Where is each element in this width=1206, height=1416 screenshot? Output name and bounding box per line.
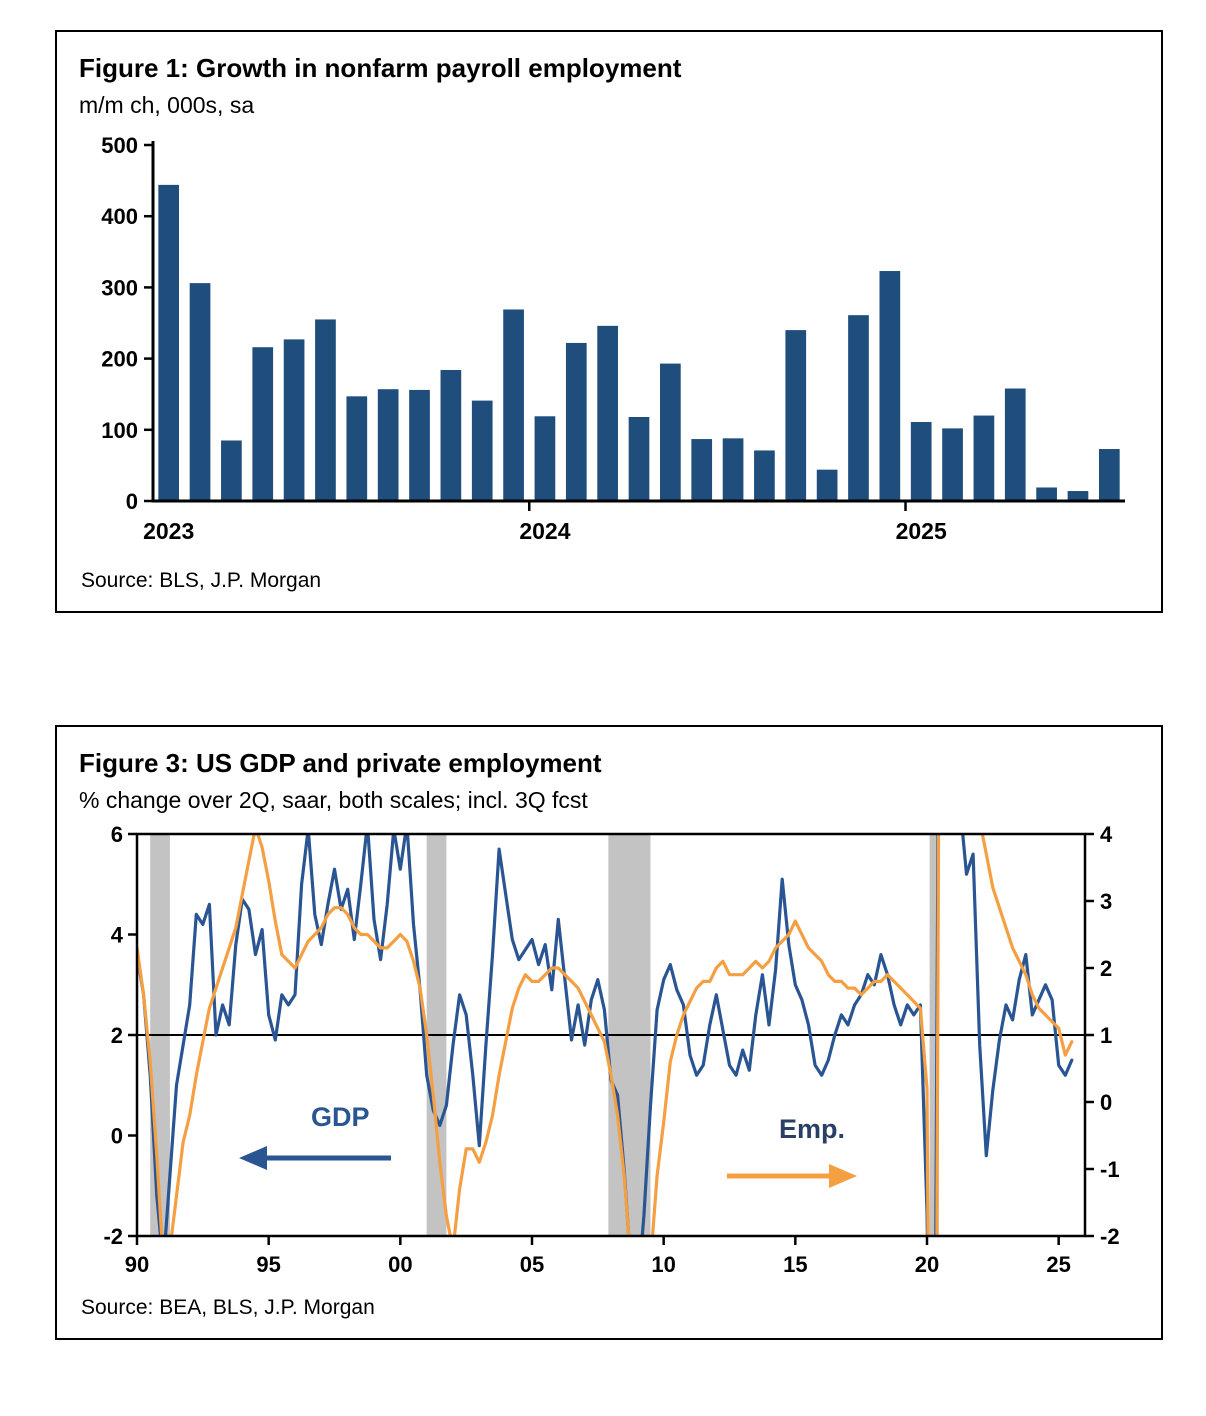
bottom-tick-label: 95 — [256, 1252, 280, 1277]
left-tick-label: 0 — [111, 1123, 123, 1148]
y-tick-label: 100 — [101, 418, 138, 443]
payroll-bar — [1067, 490, 1089, 501]
payroll-bar — [942, 428, 963, 501]
payroll-bar — [409, 389, 430, 501]
right-tick-label: 0 — [1100, 1090, 1112, 1115]
bottom-tick-label: 20 — [915, 1252, 939, 1277]
right-tick-label: 4 — [1100, 824, 1113, 847]
payroll-bar — [1036, 487, 1057, 501]
emp-arrow-head-icon — [829, 1163, 857, 1188]
emp-annotation-label: Emp. — [779, 1114, 845, 1144]
figure3-title: Figure 3: US GDP and private employment — [79, 747, 602, 778]
bottom-tick-label: 00 — [388, 1252, 412, 1277]
gdp-line — [137, 833, 1074, 1236]
payroll-bar — [816, 469, 838, 501]
payroll-bar — [879, 270, 901, 501]
left-tick-label: -2 — [103, 1224, 123, 1249]
bottom-tick-label: 10 — [651, 1252, 675, 1277]
figure1-bar-chart: 0 100 200 300 400 500 2023 2024 2025 — [101, 133, 1125, 544]
payroll-bar — [440, 369, 462, 501]
payroll-bar — [315, 319, 336, 501]
right-tick-label: 1 — [1100, 1023, 1112, 1048]
payroll-bar — [910, 421, 932, 501]
bottom-tick-label: 05 — [520, 1252, 544, 1277]
payroll-bar — [848, 315, 869, 501]
y-tick-label: 200 — [101, 346, 138, 371]
payroll-bar — [503, 309, 524, 501]
figure1-subtitle: m/m ch, 000s, sa — [79, 91, 255, 118]
payroll-bar — [158, 184, 180, 501]
y-tick-label: 300 — [101, 275, 138, 300]
bottom-tick-label: 25 — [1046, 1252, 1070, 1277]
figure3-card: Figure 3: US GDP and private employment … — [55, 724, 1163, 1340]
figure3-source: Source: BEA, BLS, J.P. Morgan — [81, 1295, 375, 1319]
payroll-bar — [1098, 448, 1120, 501]
figure1-card: Figure 1: Growth in nonfarm payroll empl… — [55, 30, 1163, 613]
payroll-bar — [252, 347, 274, 501]
gdp-arrow-head-icon — [239, 1145, 267, 1170]
payroll-bar — [377, 389, 399, 501]
payroll-bar — [534, 416, 556, 501]
x-tick-label: 2023 — [143, 518, 194, 544]
figure1-source: Source: BLS, J.P. Morgan — [81, 568, 322, 592]
payroll-bar — [628, 416, 650, 501]
payroll-bar — [471, 400, 493, 501]
right-tick-label: -1 — [1100, 1157, 1120, 1182]
payroll-bar — [597, 325, 618, 501]
payroll-bar — [754, 450, 775, 501]
payroll-bar — [283, 339, 305, 501]
gdp-annotation-label: GDP — [311, 1102, 370, 1132]
y-tick-label: 0 — [126, 489, 138, 514]
payroll-bar — [722, 438, 744, 501]
left-tick-label: 2 — [111, 1023, 123, 1048]
payroll-bar — [346, 396, 368, 501]
right-tick-label: 3 — [1100, 889, 1112, 914]
payroll-bar — [691, 438, 713, 501]
payroll-bar — [565, 342, 587, 501]
right-tick-label: -2 — [1100, 1224, 1120, 1249]
bottom-tick-label: 15 — [783, 1252, 807, 1277]
employment-line — [137, 833, 1074, 1236]
figure3-subtitle: % change over 2Q, saar, both scales; inc… — [79, 786, 588, 813]
x-tick-label: 2025 — [896, 518, 947, 544]
left-tick-label: 6 — [111, 824, 123, 847]
payroll-bar — [189, 283, 211, 501]
figure1-title: Figure 1: Growth in nonfarm payroll empl… — [79, 53, 682, 83]
bottom-tick-label: 90 — [125, 1252, 149, 1277]
payroll-bar — [785, 330, 807, 501]
payroll-bar — [973, 415, 995, 501]
y-tick-label: 400 — [101, 204, 138, 229]
right-tick-label: 2 — [1100, 956, 1112, 981]
payroll-bar — [1004, 388, 1026, 501]
payroll-bar — [660, 363, 681, 501]
left-tick-label: 4 — [111, 922, 124, 947]
payroll-bar — [221, 440, 242, 501]
x-tick-label: 2024 — [519, 518, 570, 544]
y-tick-label: 500 — [101, 133, 138, 158]
